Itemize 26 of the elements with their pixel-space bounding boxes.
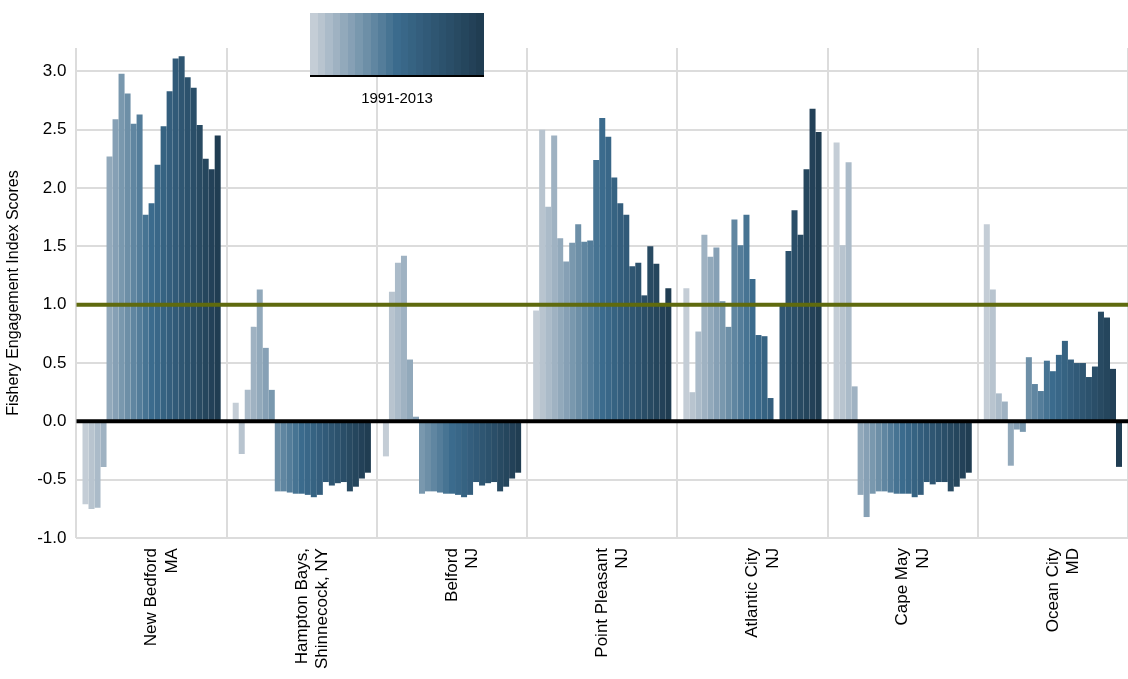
bar <box>388 291 395 421</box>
y-tick-label: 2.0 <box>42 177 67 197</box>
x-tick-label: Cape May NJ <box>892 547 932 626</box>
y-tick-label: 0.5 <box>42 352 67 372</box>
x-tick-label: Belford NJ <box>441 548 482 602</box>
x-tick-label: Atlantic City NJ <box>742 547 782 638</box>
y-tick-label: 3.0 <box>42 61 67 81</box>
bar <box>382 422 389 457</box>
y-tick-label: 1.5 <box>42 236 67 256</box>
bar <box>1025 357 1032 421</box>
bar <box>274 422 281 492</box>
bar <box>238 422 245 455</box>
x-tick-label: Ocean City MD <box>1042 547 1082 633</box>
y-axis-title: Fishery Engagement Index Scores <box>4 170 22 416</box>
x-tick-label: Point Pleasant NJ <box>591 547 632 658</box>
y-tick-label: -1.0 <box>37 527 67 547</box>
y-tick-label: -0.5 <box>37 469 67 489</box>
x-tick-label: New Bedford MA <box>141 547 181 647</box>
bar <box>1115 422 1122 467</box>
y-tick-label: 2.5 <box>42 119 67 139</box>
legend-title: 1991-2013 <box>360 89 434 106</box>
y-tick-label: 1.0 <box>42 294 67 314</box>
bar <box>232 402 239 421</box>
y-tick-label: 0.0 <box>42 411 67 431</box>
bar <box>268 389 275 421</box>
x-tick-label: Hampton Bays, Shinnecock, NY <box>291 548 331 669</box>
